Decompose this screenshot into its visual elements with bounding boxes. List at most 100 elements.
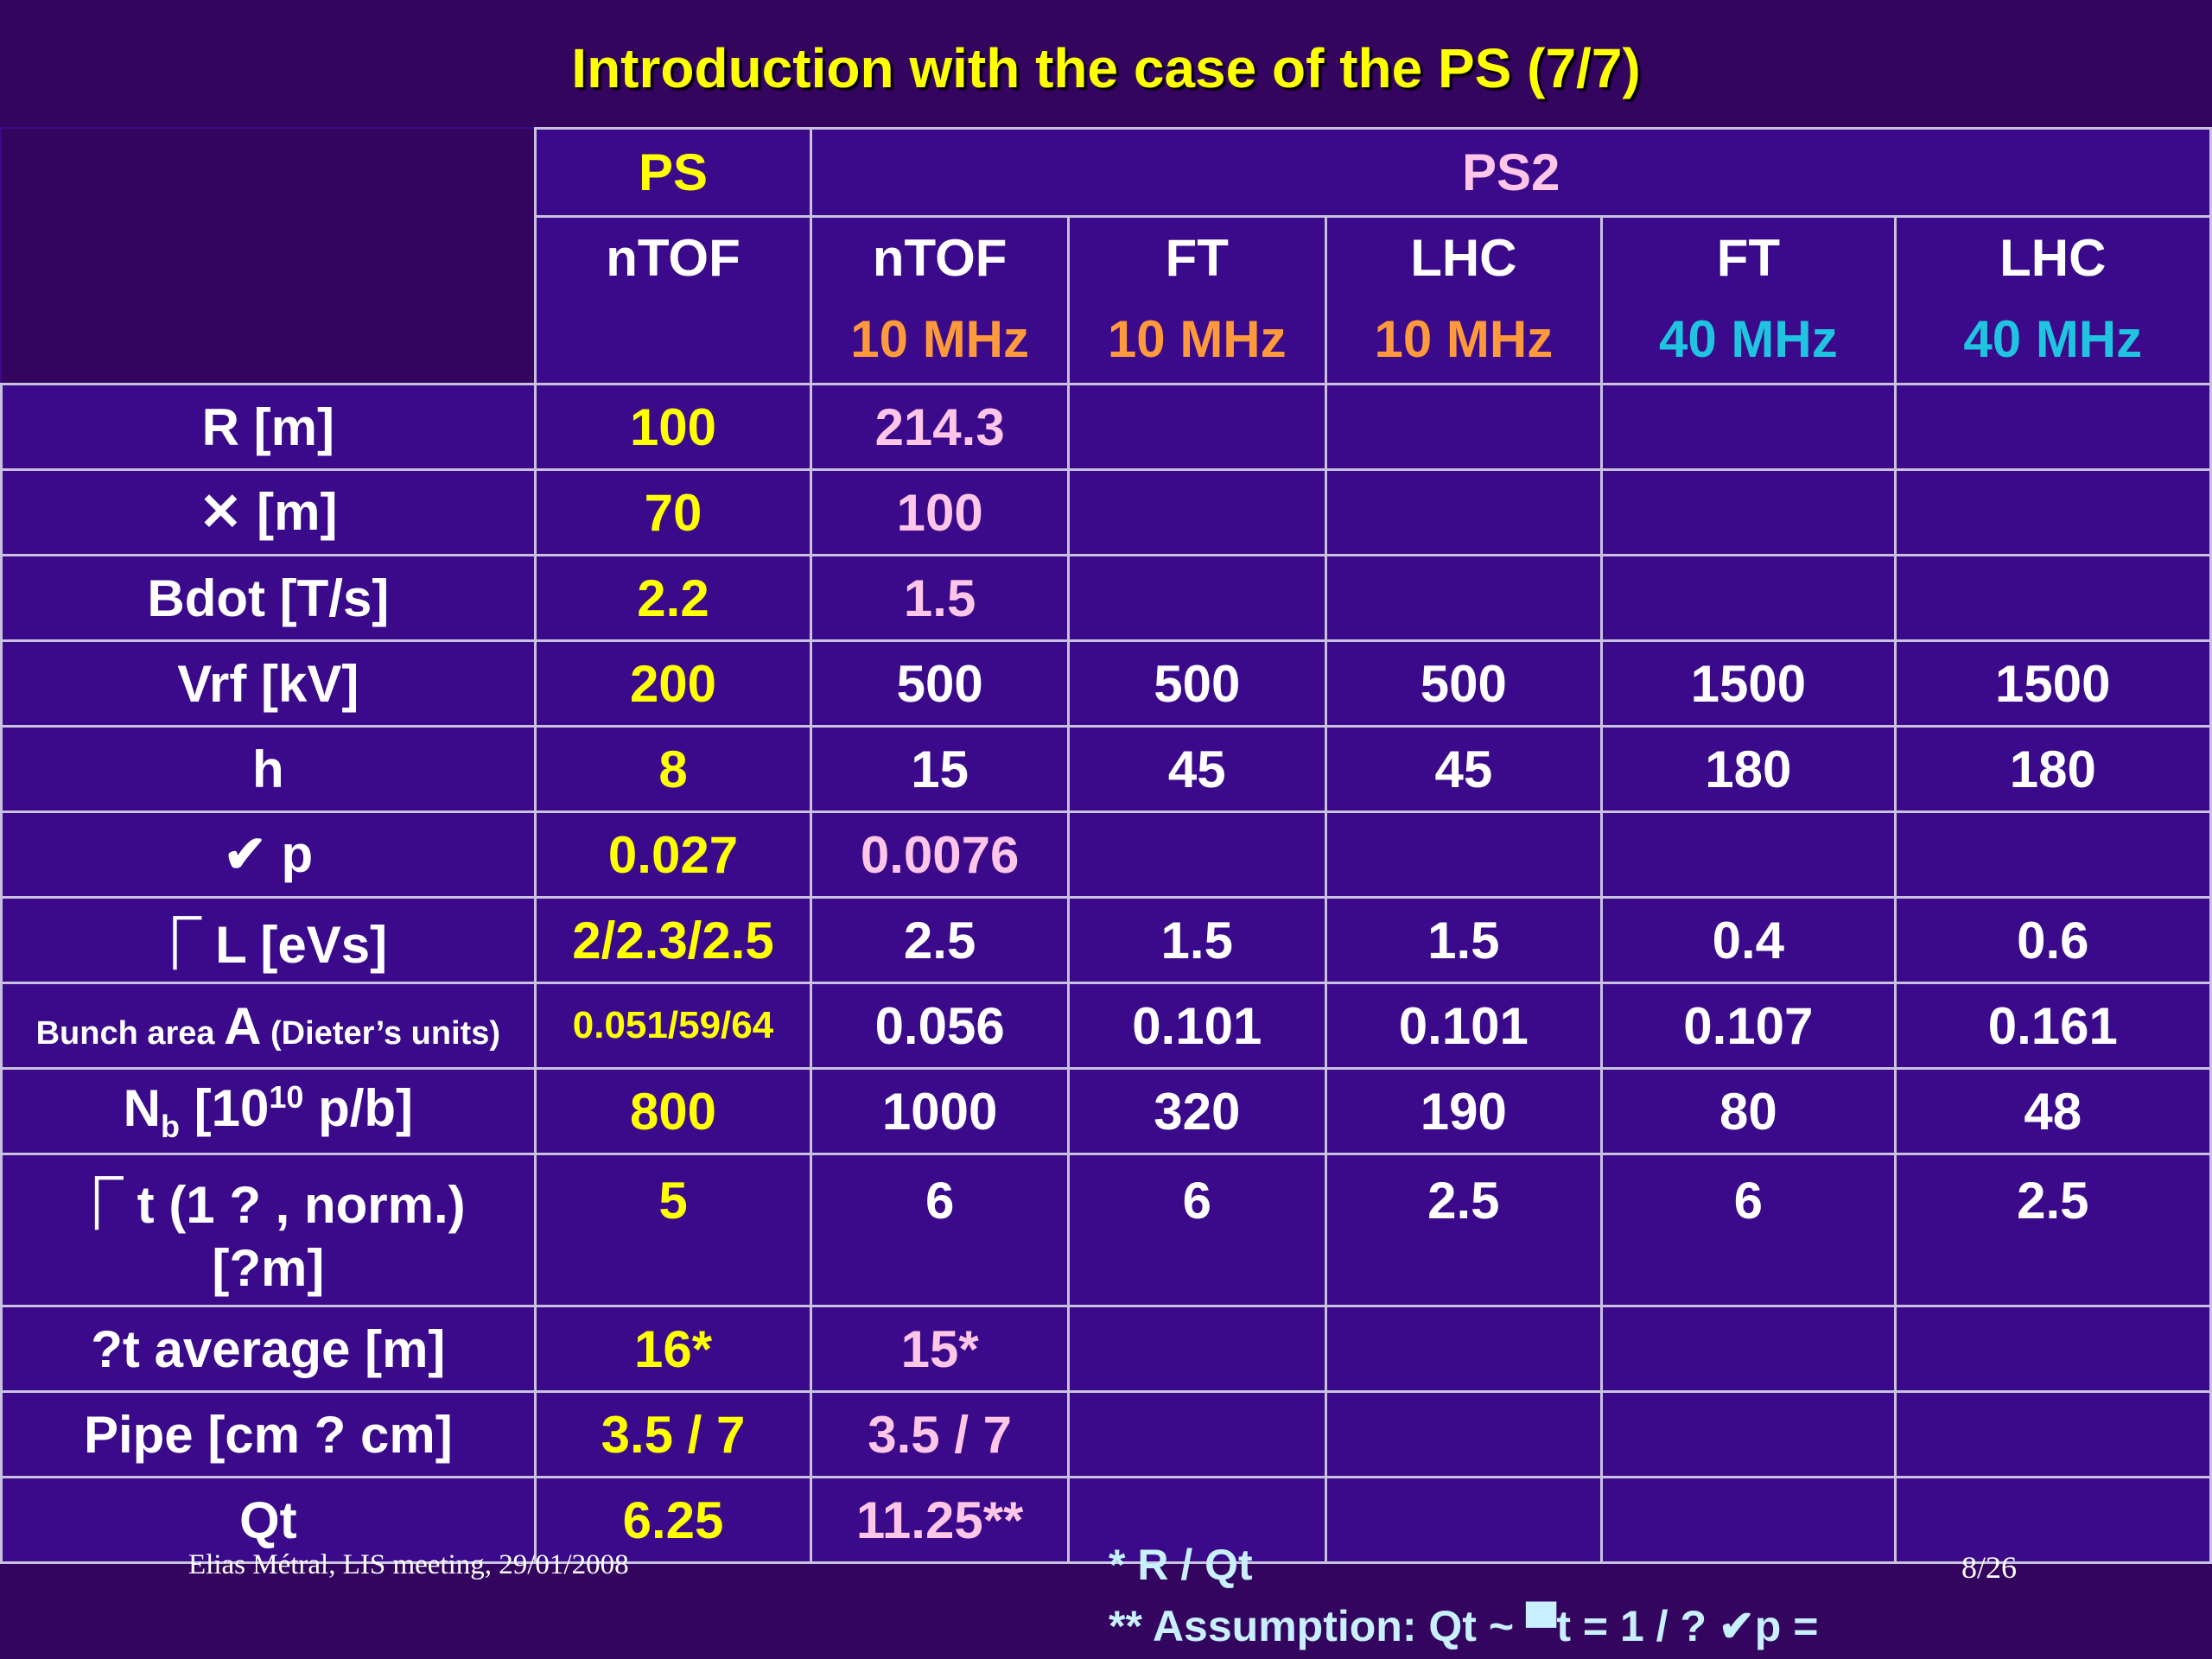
cell-ps2-ntof: 500 bbox=[810, 639, 1070, 728]
footnote-double-star: ** Assumption: Qt ~ ▀t = 1 / ? ✔p = bbox=[1109, 1602, 1819, 1650]
cell-ps2-lhc-40: 0.6 bbox=[1893, 896, 2212, 984]
cell-ps2-ft-40: 0.4 bbox=[1600, 896, 1897, 984]
cell-ps2-lhc-40: 0.161 bbox=[1893, 982, 2212, 1070]
cell-ps2-lhc-10 bbox=[1324, 1476, 1604, 1564]
cell-ps2-lhc-40: 180 bbox=[1893, 725, 2212, 813]
cell-ps2-ft-40: 180 bbox=[1600, 725, 1897, 813]
row-label: Nb [1010 p/b] bbox=[0, 1067, 537, 1155]
cell-ps2-ntof: 3.5 / 7 bbox=[810, 1390, 1070, 1478]
row-label-subscript: b bbox=[160, 1108, 180, 1144]
column-header: nTOF 10 MHz bbox=[810, 215, 1070, 385]
column-name: LHC bbox=[1410, 229, 1517, 287]
row-label: h bbox=[0, 725, 537, 813]
cell-ps2-lhc-10: 190 bbox=[1324, 1067, 1604, 1155]
header-ps2: PS2 bbox=[810, 127, 2212, 218]
cell-ps2-ft-40 bbox=[1600, 468, 1897, 556]
cell-ps2-lhc-40 bbox=[1893, 383, 2212, 471]
cell-ps-ntof: 70 bbox=[533, 468, 813, 556]
column-name: nTOF bbox=[606, 229, 741, 287]
cell-ps2-lhc-40: 1500 bbox=[1893, 639, 2212, 728]
column-frequency: 10 MHz bbox=[1107, 310, 1287, 368]
table-corner bbox=[1, 128, 536, 385]
cell-ps2-ft-10 bbox=[1066, 554, 1327, 642]
header-ps: PS bbox=[533, 127, 813, 218]
cell-ps2-ntof: 2.5 bbox=[810, 896, 1070, 984]
row-label: Bunch area A (Dieter’s units) bbox=[0, 982, 537, 1070]
cell-ps2-lhc-40 bbox=[1893, 1305, 2212, 1393]
column-header: nTOF bbox=[533, 215, 813, 385]
cell-ps2-ft-40 bbox=[1600, 1390, 1897, 1478]
cell-ps2-ft-40: 6 bbox=[1600, 1153, 1897, 1307]
cell-ps2-lhc-40: 2.5 bbox=[1893, 1153, 2212, 1307]
cell-ps2-ntof: 15* bbox=[810, 1305, 1070, 1393]
row-label: ?t average [m] bbox=[0, 1305, 537, 1393]
cell-ps2-ntof: 11.25** bbox=[810, 1476, 1070, 1564]
cell-ps2-ft-10 bbox=[1066, 468, 1327, 556]
footer-author: Elias Métral, LIS meeting, 29/01/2008 bbox=[188, 1549, 629, 1580]
cell-ps2-ft-10 bbox=[1066, 1476, 1327, 1564]
cell-ps2-ft-10 bbox=[1066, 1390, 1327, 1478]
cell-ps-ntof: 200 bbox=[533, 639, 813, 728]
cell-ps-ntof: 800 bbox=[533, 1067, 813, 1155]
column-header: FT 40 MHz bbox=[1600, 215, 1897, 385]
cell-ps2-ft-40: 0.107 bbox=[1600, 982, 1897, 1070]
cell-ps2-ft-40 bbox=[1600, 810, 1897, 899]
row-label-superscript: 10 bbox=[269, 1078, 304, 1115]
cell-ps2-ft-40 bbox=[1600, 383, 1897, 471]
cell-ps-ntof: 0.027 bbox=[533, 810, 813, 899]
cell-ps2-lhc-10: 2.5 bbox=[1324, 1153, 1604, 1307]
cell-ps2-ft-40 bbox=[1600, 554, 1897, 642]
cell-ps2-ntof: 214.3 bbox=[810, 383, 1070, 471]
row-label: Vrf [kV] bbox=[0, 639, 537, 728]
cell-ps2-ntof: 0.056 bbox=[810, 982, 1070, 1070]
cell-ps2-lhc-40 bbox=[1893, 1390, 2212, 1478]
cell-ps2-lhc-40: 48 bbox=[1893, 1067, 2212, 1155]
cell-ps-ntof: 8 bbox=[533, 725, 813, 813]
row-label: R [m] bbox=[0, 383, 537, 471]
row-label-end: p/b] bbox=[303, 1078, 414, 1137]
column-frequency: 40 MHz bbox=[1658, 310, 1838, 368]
cell-ps2-ft-40: 1500 bbox=[1600, 639, 1897, 728]
cell-ps2-lhc-10 bbox=[1324, 383, 1604, 471]
cell-ps2-lhc-10: 500 bbox=[1324, 639, 1604, 728]
cell-ps2-ntof: 1.5 bbox=[810, 554, 1070, 642]
cell-ps-ntof: 2/2.3/2.5 bbox=[533, 896, 813, 984]
row-label: ⎾ L [eVs] bbox=[0, 896, 537, 984]
cell-ps2-lhc-10 bbox=[1324, 1390, 1604, 1478]
cell-ps2-ft-40: 80 bbox=[1600, 1067, 1897, 1155]
column-header: LHC 10 MHz bbox=[1324, 215, 1604, 385]
page-number: 8/26 bbox=[1961, 1550, 2018, 1585]
cell-ps2-lhc-10 bbox=[1324, 1305, 1604, 1393]
cell-ps-ntof: 2.2 bbox=[533, 554, 813, 642]
cell-ps2-ft-10 bbox=[1066, 810, 1327, 899]
row-label: Qt bbox=[0, 1476, 537, 1564]
cell-ps2-lhc-40 bbox=[1893, 468, 2212, 556]
column-name: FT bbox=[1716, 229, 1780, 287]
cell-ps2-ntof: 0.0076 bbox=[810, 810, 1070, 899]
column-name: nTOF bbox=[872, 229, 1007, 287]
cell-ps-ntof: 100 bbox=[533, 383, 813, 471]
cell-ps2-ft-10: 0.101 bbox=[1066, 982, 1327, 1070]
cell-ps2-ft-10: 320 bbox=[1066, 1067, 1327, 1155]
cell-ps-ntof: 5 bbox=[533, 1153, 813, 1307]
cell-ps2-lhc-40 bbox=[1893, 554, 2212, 642]
cell-ps2-ft-10: 45 bbox=[1066, 725, 1327, 813]
cell-ps2-ntof: 15 bbox=[810, 725, 1070, 813]
cell-ps2-lhc-10 bbox=[1324, 468, 1604, 556]
row-label-prefix: Bunch area bbox=[35, 1014, 225, 1052]
parameter-table: PS PS2 nTOF nTOF 10 MHz FT 10 MHz LHC 10 MH… bbox=[0, 127, 2212, 1564]
row-label-mid: [10 bbox=[179, 1078, 270, 1137]
column-header: FT 10 MHz bbox=[1066, 215, 1327, 385]
slide-title: Introduction with the case of the PS (7/… bbox=[571, 37, 1641, 99]
cell-ps2-lhc-10 bbox=[1324, 554, 1604, 642]
cell-ps2-lhc-10 bbox=[1324, 810, 1604, 899]
column-header: LHC 40 MHz bbox=[1893, 215, 2212, 385]
cell-ps2-lhc-10: 45 bbox=[1324, 725, 1604, 813]
cell-ps2-lhc-40 bbox=[1893, 1476, 2212, 1564]
cell-ps2-ft-10: 6 bbox=[1066, 1153, 1327, 1307]
cell-ps2-lhc-40 bbox=[1893, 810, 2212, 899]
row-label: ✔ p bbox=[0, 810, 537, 899]
cell-ps2-ft-10: 500 bbox=[1066, 639, 1327, 728]
row-label-symbol: A bbox=[224, 996, 262, 1055]
footnote-single-star: * R / Qt bbox=[1109, 1541, 1253, 1589]
